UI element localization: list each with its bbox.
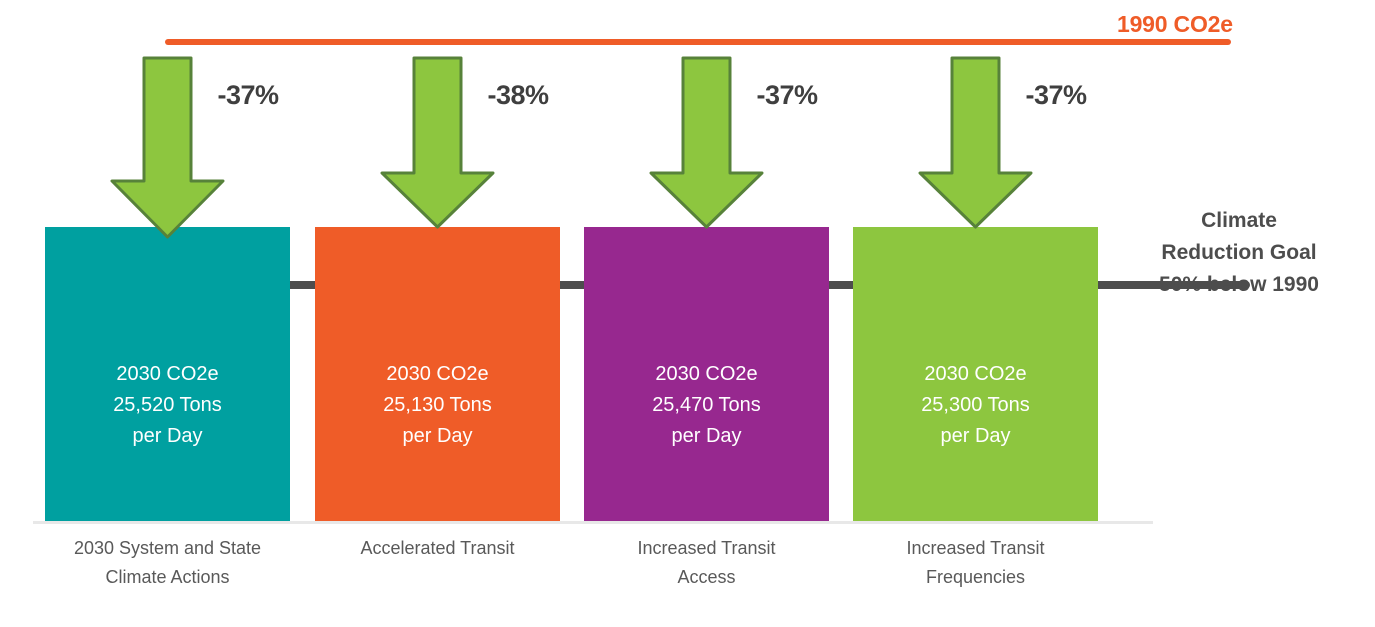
bar-column-1[interactable]: 2030 CO2e 25,520 Tons per Day: [45, 227, 290, 521]
axis-baseline: [33, 521, 1153, 524]
reduction-percent-2: -38%: [487, 80, 549, 110]
bar-column-3[interactable]: 2030 CO2e 25,470 Tons per Day: [584, 227, 829, 521]
category-label-3: Increased Transit Access: [637, 538, 776, 587]
reference-line-1990: [165, 39, 1231, 45]
goal-label-line-2: Reduction Goal: [1161, 241, 1317, 264]
reduction-percent-4: -37%: [1025, 80, 1087, 110]
bar-value-label-1: 2030 CO2e 25,520 Tons per Day: [113, 363, 222, 447]
reduction-arrow-1: [110, 56, 225, 239]
reduction-arrow-4: [918, 56, 1033, 229]
reduction-percent-1: -37%: [217, 80, 279, 110]
reduction-arrow-2: [380, 56, 495, 229]
bar-value-label-2: 2030 CO2e 25,130 Tons per Day: [383, 363, 492, 447]
goal-line-label: Climate Reduction Goal 50% below 1990: [1108, 205, 1370, 301]
bar-column-2[interactable]: 2030 CO2e 25,130 Tons per Day: [315, 227, 560, 521]
goal-label-line-3: 50% below 1990: [1159, 273, 1319, 296]
bar-value-label-4: 2030 CO2e 25,300 Tons per Day: [921, 363, 1030, 447]
category-label-2: Accelerated Transit: [360, 538, 515, 558]
reduction-arrow-3: [649, 56, 764, 229]
reduction-percent-3: -37%: [756, 80, 818, 110]
category-label-4: Increased Transit Frequencies: [906, 538, 1045, 587]
category-label-1: 2030 System and State Climate Actions: [73, 538, 262, 587]
bar-column-4[interactable]: 2030 CO2e 25,300 Tons per Day: [853, 227, 1098, 521]
goal-label-line-1: Climate: [1201, 209, 1277, 232]
reference-line-1990-label: 1990 CO2e: [1117, 11, 1233, 37]
bar-value-label-3: 2030 CO2e 25,470 Tons per Day: [652, 363, 761, 447]
